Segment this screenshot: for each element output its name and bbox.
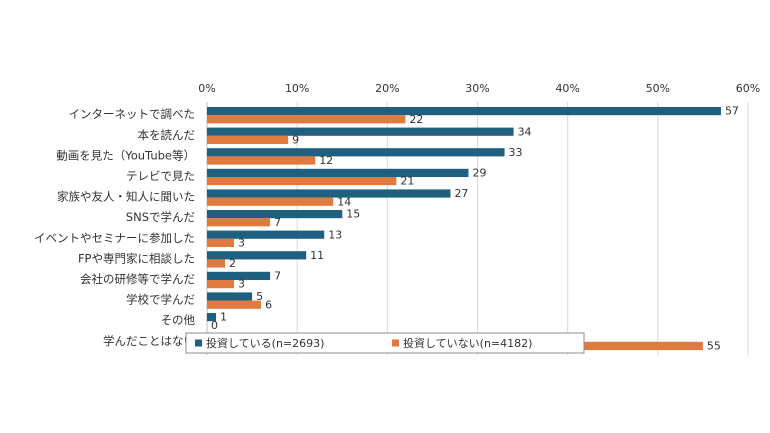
bar-not-investing [207, 115, 406, 124]
bar-investing [207, 271, 271, 280]
bar-investing [207, 189, 451, 198]
data-label: 3 [238, 237, 245, 250]
bar-investing [207, 292, 253, 301]
data-label: 22 [409, 113, 423, 126]
x-tick-label: 10% [285, 82, 309, 95]
legend-swatch [392, 339, 399, 347]
legend-label: 投資している(n=2693) [206, 336, 324, 350]
data-label: 33 [509, 146, 523, 159]
bar-not-investing [207, 300, 262, 309]
bar-not-investing [207, 135, 289, 144]
bar-investing [207, 107, 721, 116]
bar-not-investing [207, 280, 235, 289]
data-label: 21 [400, 175, 414, 188]
bar-investing [207, 210, 343, 219]
legend: 投資している(n=2693) 投資していない(n=4182) [185, 332, 585, 354]
x-axis-ticks: 0% 10% 20% 30% 40% 50% 60% [198, 82, 760, 95]
data-label: 15 [346, 208, 360, 221]
category-label: インターネットで調べた [69, 107, 196, 121]
category-label: イベントやセミナーに参加した [34, 231, 195, 245]
data-label: 34 [518, 125, 532, 138]
data-label: 29 [472, 167, 486, 180]
data-label: 57 [725, 105, 739, 118]
bar-investing [207, 168, 469, 177]
x-tick-label: 0% [198, 82, 215, 95]
x-tick-label: 20% [375, 82, 399, 95]
category-label: 会社の研修等で学んだ [80, 272, 195, 286]
data-label: 13 [328, 228, 342, 241]
data-label: 11 [310, 249, 324, 262]
data-label: 9 [292, 134, 299, 147]
bar-investing [207, 313, 217, 322]
gridlines [206, 102, 749, 356]
data-label: 27 [454, 187, 468, 200]
data-label: 55 [707, 340, 721, 353]
data-label: 6 [265, 298, 272, 311]
bar-investing [207, 148, 505, 157]
category-label: 動画を見た（YouTube等） [56, 148, 195, 162]
bar-not-investing [207, 238, 235, 247]
category-label: その他 [161, 313, 196, 327]
category-label: SNSで学んだ [126, 210, 195, 224]
x-tick-label: 30% [465, 82, 489, 95]
x-tick-label: 50% [646, 82, 670, 95]
data-label: 2 [229, 257, 236, 270]
bar-not-investing [207, 218, 271, 227]
data-label: 3 [238, 278, 245, 291]
bar-not-investing [207, 259, 226, 268]
category-label: 家族や友人・知人に聞いた [57, 190, 195, 204]
legend-box [185, 332, 585, 354]
category-label: 学んだことはない [103, 334, 195, 348]
category-label: テレビで見た [126, 169, 195, 183]
category-label: FPや専門家に相談した [78, 251, 195, 265]
category-label: 本を読んだ [138, 128, 196, 142]
data-label: 12 [319, 154, 333, 167]
data-label: 1 [220, 311, 227, 324]
data-label: 7 [274, 270, 281, 283]
data-label: 5 [256, 290, 263, 303]
category-label: 学校で学んだ [126, 293, 195, 307]
bar-not-investing [207, 177, 397, 186]
legend-label: 投資していない(n=4182) [403, 336, 532, 350]
bars [207, 107, 721, 350]
bar-investing [207, 230, 325, 239]
bar-investing [207, 251, 307, 260]
x-tick-label: 40% [555, 82, 579, 95]
data-labels: 57223493312292127141571331127356101355 [211, 105, 739, 353]
bar-not-investing [207, 197, 334, 206]
x-tick-label: 60% [736, 82, 760, 95]
bar-investing [207, 127, 514, 136]
bar-not-investing [207, 156, 316, 165]
data-label: 0 [211, 319, 218, 332]
data-label: 7 [274, 216, 281, 229]
data-label: 14 [337, 195, 351, 208]
legend-swatch [195, 339, 202, 347]
